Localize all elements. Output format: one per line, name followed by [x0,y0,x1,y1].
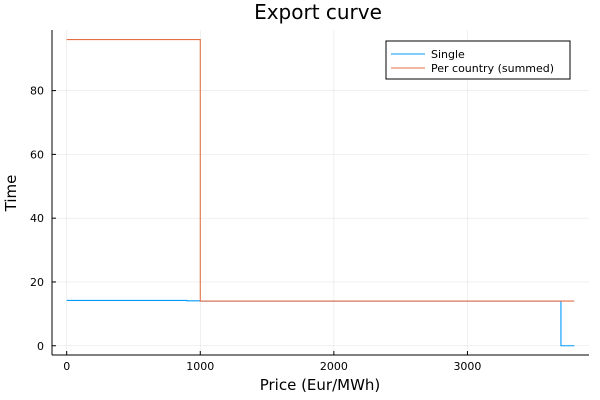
legend: Single Per country (summed) [385,40,571,80]
y-tick-label: 0 [37,340,44,353]
y-axis-label: Time [2,175,20,213]
y-tick-label: 20 [30,276,44,289]
chart-title: Export curve [254,0,382,24]
axis-ticks: 0 1000 2000 3000 0 20 40 60 80 [30,85,481,373]
y-tick-label: 60 [30,148,44,161]
x-tick-label: 2000 [320,360,348,373]
x-axis-label: Price (Eur/MWh) [260,376,381,394]
y-tick-label: 80 [30,85,44,98]
series-lines [66,39,575,347]
legend-box [385,40,571,80]
legend-label-per-country: Per country (summed) [431,62,554,75]
x-tick-label: 1000 [186,360,214,373]
x-tick-label: 3000 [453,360,481,373]
legend-label-single: Single [431,48,465,61]
x-tick-label: 0 [63,360,70,373]
axes [51,30,589,356]
y-tick-label: 40 [30,212,44,225]
series-line-per-country-summed [66,39,575,302]
